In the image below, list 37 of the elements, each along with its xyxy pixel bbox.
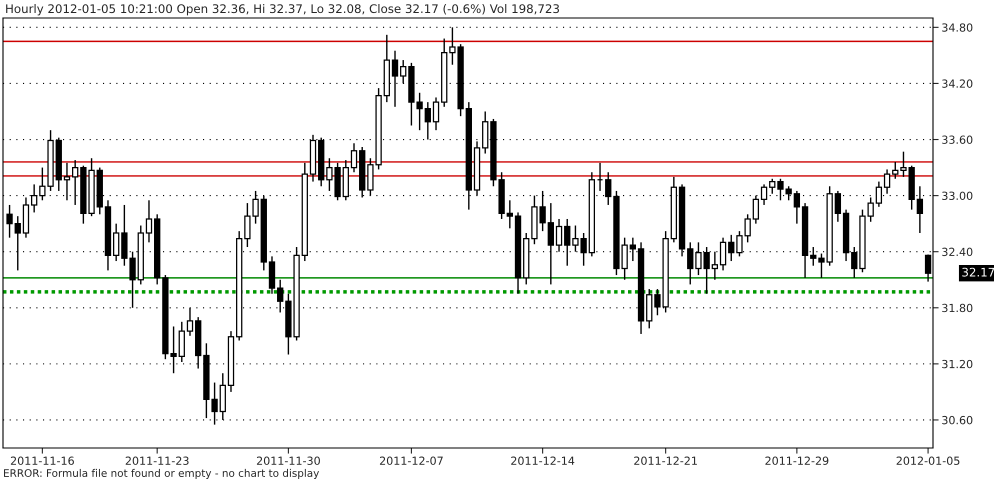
x-tick-label: 2011-11-23 [126, 456, 189, 465]
x-tick-label: 2012-01-05 [896, 456, 960, 465]
x-tick-label: 2011-11-30 [256, 456, 320, 465]
candlestick [777, 178, 784, 201]
candlestick [892, 161, 898, 180]
candlestick [146, 200, 152, 244]
y-tick-label: 33.00 [942, 192, 972, 200]
chart-title: Hourly 2012-01-05 10:21:00 Open 32.36, Hi 32.37, Lo 32.08, Close 32.17 (-0.6%) Vol 198,723 [6, 4, 560, 16]
candlestick [900, 150, 907, 178]
y-tick-label: 30.60 [942, 416, 972, 424]
x-tick-label: 2011-12-29 [765, 456, 828, 465]
candlestick [654, 288, 661, 316]
annotation: 32.17 [962, 268, 994, 277]
y-tick-label: 33.60 [942, 135, 972, 144]
candlestick [884, 168, 890, 194]
candlestick [64, 162, 70, 201]
candlestick [596, 162, 604, 192]
candlestick [769, 178, 776, 194]
candlestick [170, 326, 177, 374]
y-tick-label: 34.20 [942, 79, 972, 88]
candlestick [350, 142, 358, 173]
candlestick [760, 184, 768, 206]
candlestick [687, 242, 694, 286]
candlestick [6, 204, 13, 238]
x-tick-label: 2011-12-07 [380, 456, 443, 465]
candlestick [728, 234, 734, 262]
text: ERROR: Formula file not found or empty - no chart to display [4, 468, 320, 479]
y-tick-label: 31.20 [942, 360, 972, 368]
x-tick-label: 2011-11-16 [10, 456, 74, 465]
x-tick-label: 2011-12-21 [634, 456, 697, 465]
y-tick-label: 32.40 [942, 248, 972, 256]
y-tick-label: 34.80 [942, 23, 972, 32]
candlestick [818, 252, 825, 279]
candlestick [432, 96, 440, 131]
x-tick-label: 2011-12-14 [511, 456, 574, 465]
candlestick [720, 236, 726, 272]
y-tick-label: 31.80 [942, 304, 972, 312]
